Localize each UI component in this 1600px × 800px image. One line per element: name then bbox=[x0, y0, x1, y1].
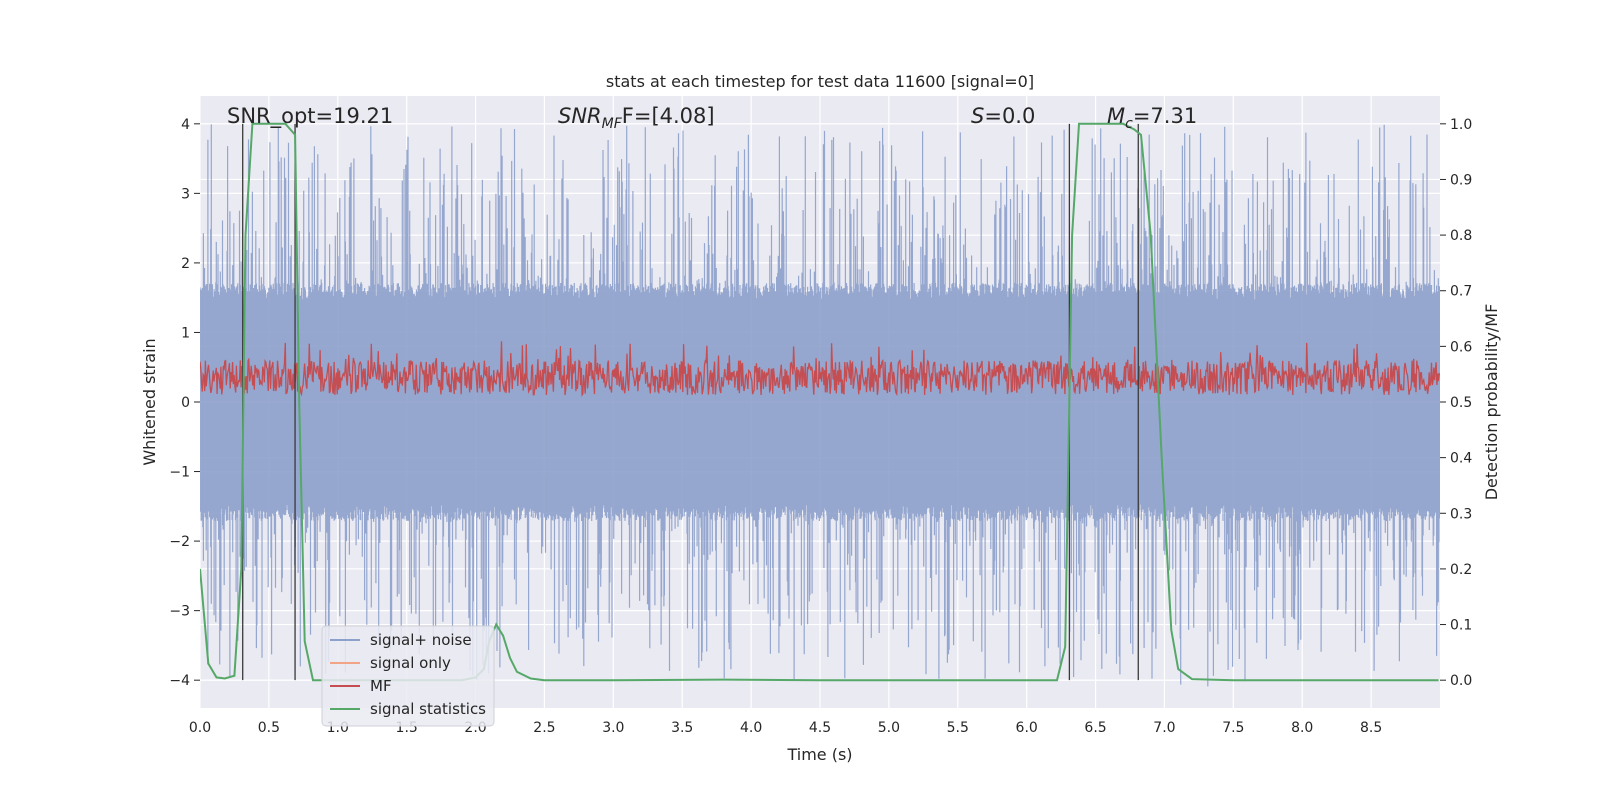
y-tick-label-left: −4 bbox=[169, 673, 190, 689]
x-tick-label: 7.5 bbox=[1222, 720, 1244, 736]
legend-entry: MF bbox=[370, 677, 392, 695]
x-tick-label: 8.0 bbox=[1291, 720, 1313, 736]
mc-subscript: c bbox=[1125, 116, 1133, 132]
y-tick-label-left: −1 bbox=[169, 465, 190, 481]
x-tick-label: 3.0 bbox=[602, 720, 624, 736]
x-tick-label: 4.5 bbox=[809, 720, 831, 736]
snr-mf-subscript: MF bbox=[602, 116, 623, 132]
y-tick-label-right: 0.3 bbox=[1450, 506, 1472, 522]
y-tick-label-right: 0.8 bbox=[1450, 228, 1472, 244]
y-tick-label-left: 3 bbox=[181, 186, 190, 202]
y-tick-label-right: 0.6 bbox=[1450, 339, 1472, 355]
signal-statistics-series bbox=[200, 122, 1439, 682]
x-tick-label: 5.0 bbox=[878, 720, 900, 736]
x-tick-label: 6.5 bbox=[1084, 720, 1106, 736]
y-tick-label-left: 4 bbox=[181, 117, 190, 133]
x-tick-label: 6.0 bbox=[1016, 720, 1038, 736]
x-tick-label: 4.0 bbox=[740, 720, 762, 736]
y-tick-label-right: 0.0 bbox=[1450, 673, 1472, 689]
legend-box bbox=[321, 625, 495, 727]
y-tick-label-right: 0.2 bbox=[1450, 562, 1472, 578]
x-tick-label: 0.0 bbox=[189, 720, 211, 736]
chart-title: stats at each timestep for test data 116… bbox=[606, 72, 1034, 91]
y-tick-label-right: 0.1 bbox=[1450, 618, 1472, 634]
x-axis-label: Time (s) bbox=[786, 745, 852, 764]
y-tick-label-right: 1.0 bbox=[1450, 117, 1472, 133]
y-tick-label-right: 0.5 bbox=[1450, 395, 1472, 411]
y-tick-label-right: 0.4 bbox=[1450, 451, 1472, 467]
legend: signal+ noise signal only MF signal statist… bbox=[321, 625, 495, 727]
x-tick-label: 2.5 bbox=[533, 720, 555, 736]
legend-entry: signal+ noise bbox=[370, 631, 472, 649]
mf-series bbox=[200, 341, 1440, 397]
x-tick-label: 0.5 bbox=[258, 720, 280, 736]
snr-mf-main: SNR bbox=[558, 104, 602, 128]
legend-entry: signal only bbox=[370, 654, 451, 672]
mc-annotation: Mc=7.31 bbox=[1107, 104, 1197, 132]
s-annotation: S=0.0 bbox=[971, 104, 1035, 128]
series-layer bbox=[200, 122, 1440, 687]
y-tick-label-right: 0.9 bbox=[1450, 172, 1472, 188]
y-tick-label-right: 0.7 bbox=[1450, 284, 1472, 300]
legend-entry: signal statistics bbox=[370, 700, 486, 718]
x-tick-label: 7.0 bbox=[1153, 720, 1175, 736]
x-tick-label: 8.5 bbox=[1360, 720, 1382, 736]
y-axis-label-right: Detection probability/MF bbox=[1482, 304, 1501, 501]
y-axis-label-left: Whitened strain bbox=[140, 338, 159, 465]
snr-mf-annotation: SNRMFF=[4.08] bbox=[558, 104, 715, 132]
y-tick-label-left: −3 bbox=[169, 604, 190, 620]
y-tick-label-left: −2 bbox=[169, 534, 190, 550]
y-tick-label-left: 1 bbox=[181, 325, 190, 341]
snr-opt-annotation: SNR_opt=19.21 bbox=[227, 104, 393, 129]
s-value: =0.0 bbox=[984, 104, 1035, 128]
signal-noise-series bbox=[200, 124, 1440, 687]
mc-value: =7.31 bbox=[1133, 104, 1197, 128]
x-tick-label: 3.5 bbox=[671, 720, 693, 736]
x-tick-label: 5.5 bbox=[947, 720, 969, 736]
snr-mf-value: F=[4.08] bbox=[622, 104, 715, 128]
s-main: S bbox=[971, 104, 984, 128]
y-tick-label-left: 2 bbox=[181, 256, 190, 272]
mc-main: M bbox=[1107, 104, 1125, 128]
y-tick-label-left: 0 bbox=[181, 395, 190, 411]
